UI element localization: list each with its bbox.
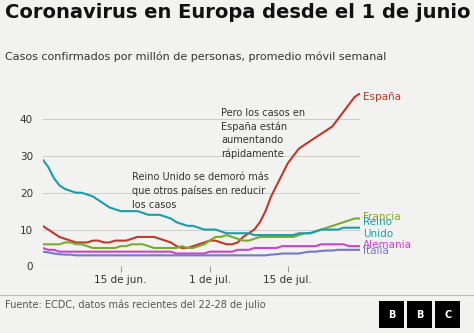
Text: C: C bbox=[444, 310, 451, 320]
Text: B: B bbox=[416, 310, 423, 320]
FancyBboxPatch shape bbox=[407, 301, 432, 328]
Text: Casos confirmados por millón de personas, promedio móvil semanal: Casos confirmados por millón de personas… bbox=[5, 52, 386, 62]
Text: Italia: Italia bbox=[364, 245, 389, 255]
FancyBboxPatch shape bbox=[379, 301, 404, 328]
Text: Pero los casos en
España están
aumentando
rápidamente: Pero los casos en España están aumentand… bbox=[221, 108, 305, 159]
Text: Francia: Francia bbox=[364, 212, 401, 222]
Text: Reino Unido se demoró más
que otros países en reducir
los casos: Reino Unido se demoró más que otros país… bbox=[132, 172, 269, 209]
Text: Fuente: ECDC, datos más recientes del 22-28 de julio: Fuente: ECDC, datos más recientes del 22… bbox=[5, 300, 265, 310]
Text: Coronavirus en Europa desde el 1 de junio: Coronavirus en Europa desde el 1 de juni… bbox=[5, 3, 470, 22]
Text: Alemania: Alemania bbox=[364, 240, 412, 250]
FancyBboxPatch shape bbox=[435, 301, 460, 328]
Text: B: B bbox=[388, 310, 395, 320]
Text: España: España bbox=[364, 92, 401, 102]
Text: Reino
Unido: Reino Unido bbox=[364, 217, 393, 238]
